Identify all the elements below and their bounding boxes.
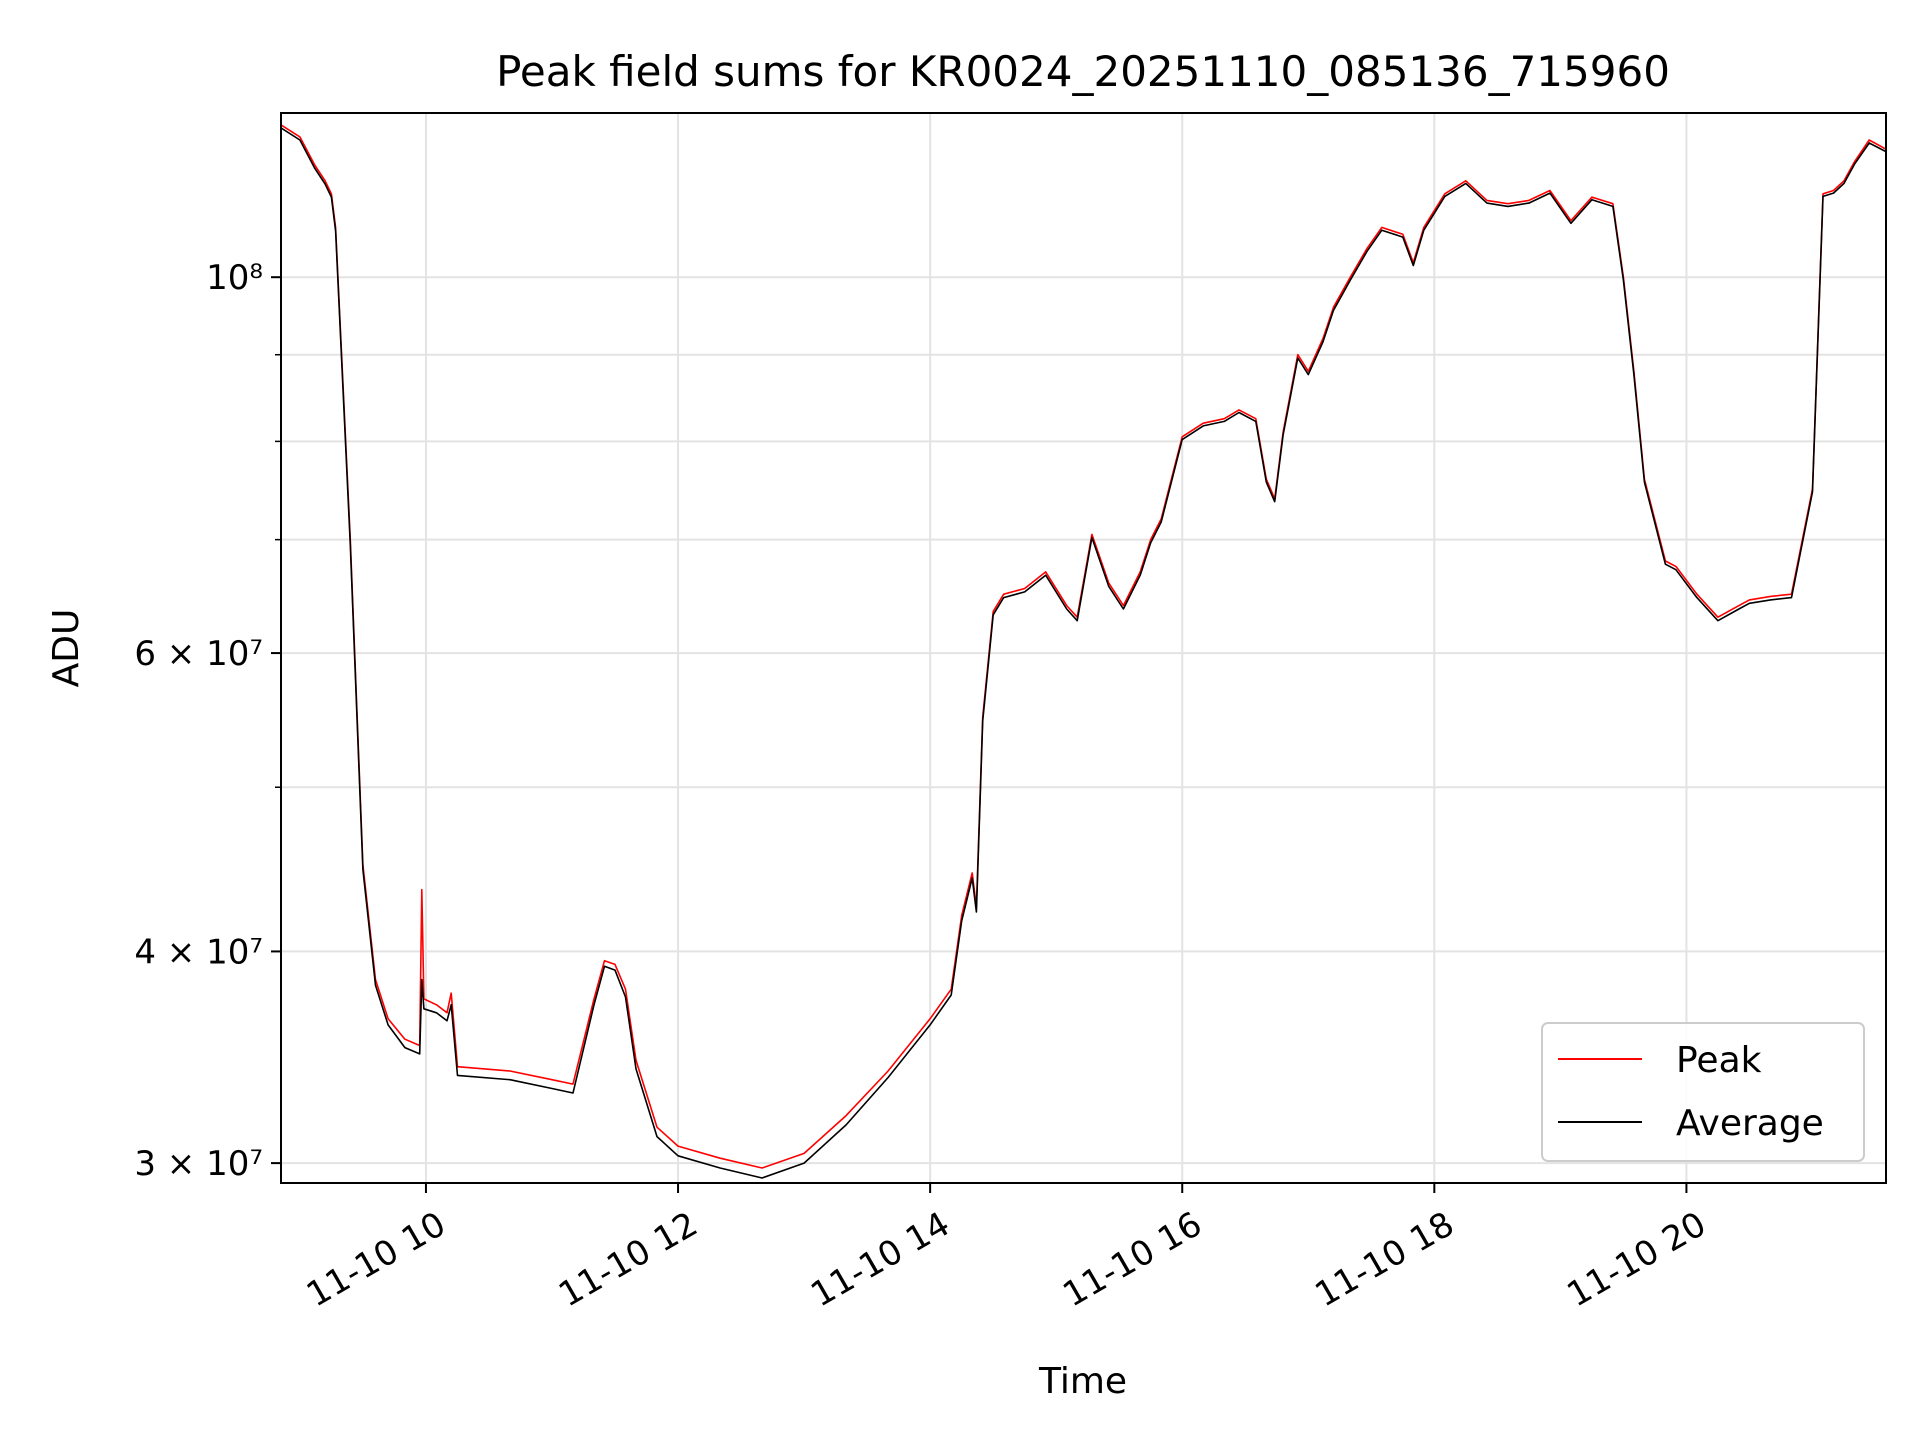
y-axis-label: ADU [46,609,87,688]
series-line-average [281,127,1886,1179]
y-tick-label: 4 × 10⁷ [134,932,263,972]
x-axis-label: Time [1038,1361,1127,1402]
plot-frame [280,112,1887,1184]
legend-label-peak: Peak [1676,1040,1762,1081]
y-tick-label: 3 × 10⁷ [134,1144,263,1184]
chart-title: Peak field sums for KR0024_20251110_0851… [496,47,1670,96]
series-layer [281,124,1886,1179]
y-tick-label: 10⁸ [206,258,263,298]
y-tick-label: 6 × 10⁷ [134,634,263,674]
grid-lines [281,113,1886,1183]
legend-box [1541,1022,1865,1162]
y-axis: 3 × 10⁷ 4 × 10⁷ 6 × 10⁷ 10⁸ [134,258,281,1184]
legend-label-average: Average [1676,1103,1824,1144]
legend: Peak Average [1541,1022,1865,1162]
